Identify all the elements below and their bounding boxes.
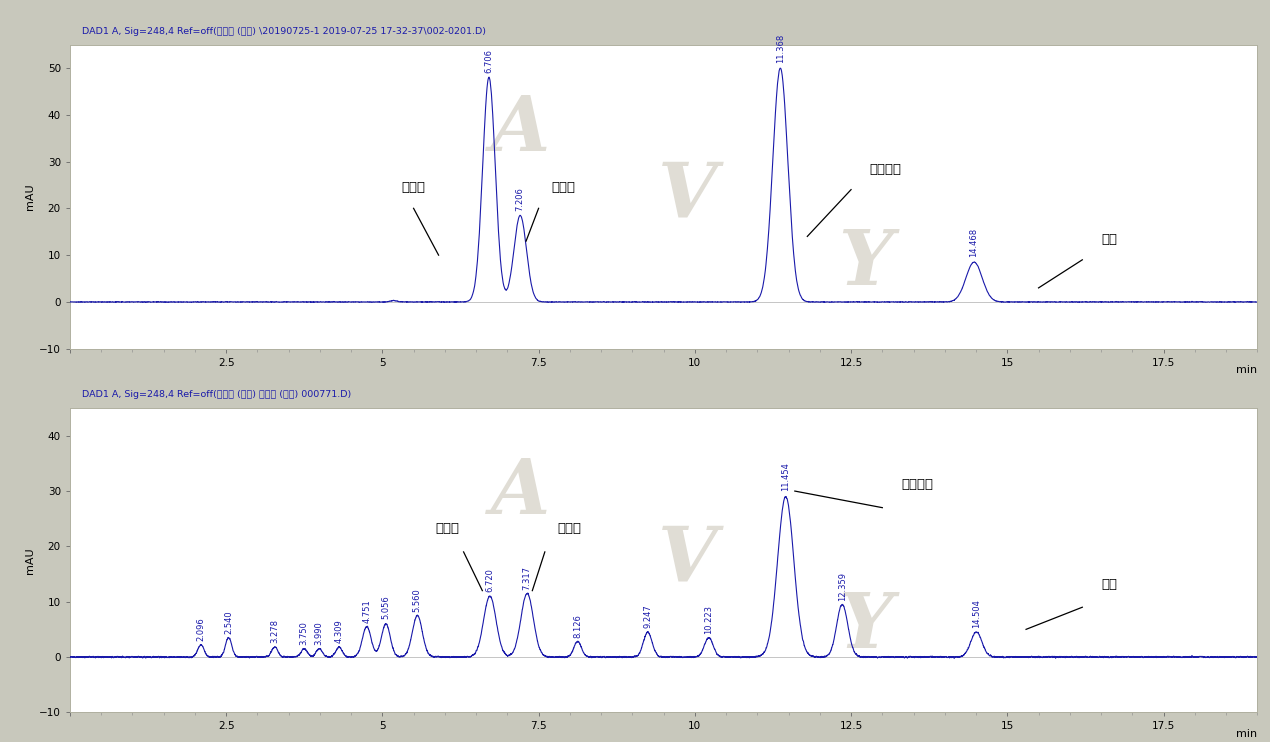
Text: 2.540: 2.540 (224, 610, 234, 634)
Text: 12.359: 12.359 (838, 571, 847, 600)
Text: min: min (1236, 729, 1257, 739)
Text: 9.247: 9.247 (644, 605, 653, 628)
Text: 14.468: 14.468 (969, 229, 979, 257)
Text: 8.126: 8.126 (573, 614, 582, 637)
Text: 腿苷: 腿苷 (1101, 577, 1118, 591)
Text: 7.206: 7.206 (516, 187, 525, 211)
Y-axis label: mAU: mAU (25, 547, 34, 574)
Text: 6.706: 6.706 (484, 49, 494, 73)
Text: 黄嘠吚: 黄嘠吚 (551, 181, 575, 194)
Text: 7.317: 7.317 (523, 565, 532, 590)
Text: min: min (1236, 366, 1257, 375)
Text: 尿嘴噸: 尿嘴噸 (401, 181, 425, 194)
Text: 5.056: 5.056 (381, 596, 390, 620)
Text: 3.750: 3.750 (300, 621, 309, 645)
Text: 次黄嘠吚: 次黄嘠吚 (902, 478, 933, 491)
Text: 14.504: 14.504 (972, 600, 980, 628)
Text: Y: Y (838, 226, 893, 301)
Text: V: V (658, 160, 718, 234)
Text: 3.990: 3.990 (315, 621, 324, 645)
Text: A: A (491, 93, 551, 167)
Y-axis label: mAU: mAU (25, 183, 34, 210)
Text: DAD1 A, Sig=248,4 Ref=off(提取物 (标准) 提取物 (标准) 000771.D): DAD1 A, Sig=248,4 Ref=off(提取物 (标准) 提取物 (… (81, 390, 351, 399)
Text: 尿嘴噸: 尿嘴噸 (436, 522, 460, 535)
Text: 次黄嘠吚: 次黄嘠吚 (870, 162, 902, 176)
Text: V: V (658, 523, 718, 597)
Text: 3.278: 3.278 (271, 619, 279, 643)
Text: 腿苷: 腿苷 (1101, 233, 1118, 246)
Text: 4.309: 4.309 (335, 620, 344, 643)
Text: DAD1 A, Sig=248,4 Ref=off(提取物 (标准) \20190725-1 2019-07-25 17-32-37\002-0201.D): DAD1 A, Sig=248,4 Ref=off(提取物 (标准) \2019… (81, 27, 485, 36)
Text: 2.096: 2.096 (197, 617, 206, 641)
Text: 6.720: 6.720 (485, 568, 494, 591)
Text: Y: Y (838, 590, 893, 664)
Text: 11.368: 11.368 (776, 34, 785, 63)
Text: A: A (491, 456, 551, 531)
Text: 10.223: 10.223 (705, 605, 714, 634)
Text: 5.560: 5.560 (413, 588, 422, 611)
Text: 11.454: 11.454 (781, 462, 790, 491)
Text: 黄嘠吚: 黄嘠吚 (558, 522, 582, 535)
Text: 4.751: 4.751 (362, 599, 371, 623)
